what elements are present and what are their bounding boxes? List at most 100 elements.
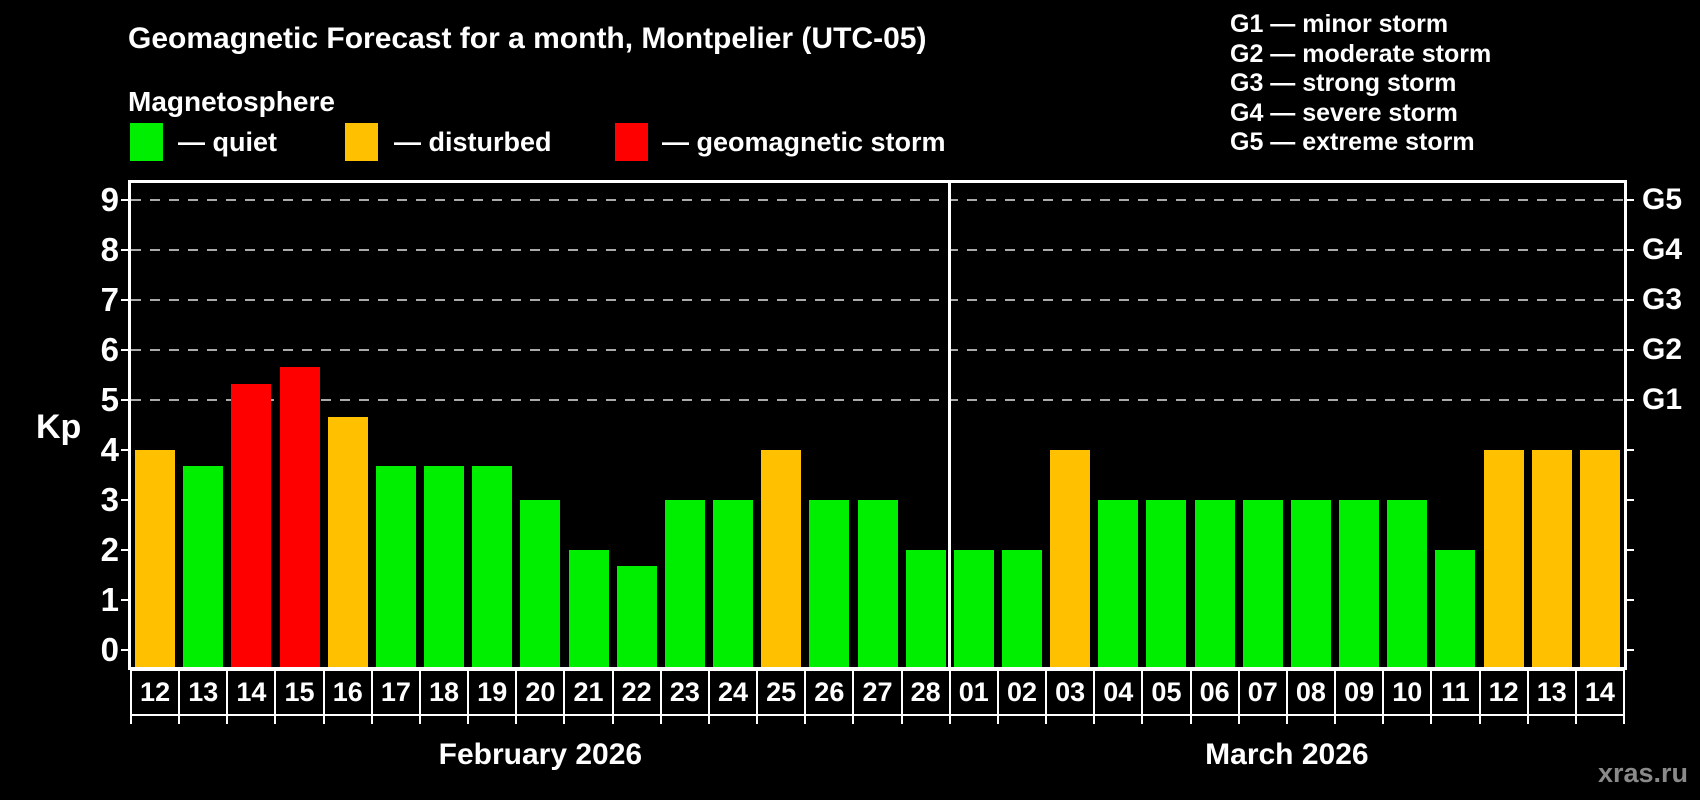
g-axis-label-g4: G4 — [1642, 233, 1683, 267]
day-label-mar-08: 08 — [1285, 669, 1337, 716]
day-axis-subtick — [1382, 716, 1385, 724]
gridline-kp7 — [131, 299, 1624, 302]
day-axis-subtick — [1430, 716, 1433, 724]
y-axis-tick-left-8 — [121, 249, 131, 252]
y-tick-label-3: 3 — [100, 480, 119, 518]
g-scale-legend-line-g1: G1 — minor storm — [1230, 10, 1449, 38]
day-axis-subtick — [130, 716, 132, 724]
kp-bar-feb-23 — [664, 499, 705, 667]
g-scale-legend-line-g4: G4 — severe storm — [1230, 98, 1458, 127]
g-axis-label-g5: G5 — [1642, 183, 1683, 217]
kp-bar-mar-12 — [1483, 449, 1524, 667]
day-label-feb-22: 22 — [611, 669, 662, 716]
g-axis-label-g2: G2 — [1642, 333, 1683, 367]
day-label-feb-23: 23 — [659, 669, 710, 716]
day-label-feb-12: 12 — [130, 669, 181, 716]
day-axis-subtick — [804, 716, 807, 724]
day-axis-subtick — [370, 716, 373, 724]
day-axis-subtick — [1189, 716, 1192, 724]
day-axis-subtick — [948, 716, 951, 724]
day-axis-subtick — [274, 716, 277, 724]
day-axis-subtick — [996, 716, 999, 724]
day-label-feb-21: 21 — [563, 669, 614, 716]
kp-bar-feb-13 — [183, 466, 224, 667]
y-axis-tick-left-9 — [121, 199, 131, 202]
day-axis-subtick — [1334, 716, 1337, 724]
day-label-mar-11: 11 — [1430, 669, 1481, 716]
kp-bar-mar-01 — [953, 549, 994, 667]
legend-label-quiet: — quiet — [178, 127, 277, 157]
kp-bar-feb-24 — [713, 499, 754, 667]
y-axis-label-kp: Kp — [36, 408, 82, 446]
y-axis-tick-left-4 — [121, 448, 131, 451]
day-label-feb-25: 25 — [756, 669, 807, 716]
gridline-kp5 — [131, 399, 1624, 402]
y-tick-label-4: 4 — [100, 430, 119, 468]
y-axis-tick-left-5 — [121, 399, 131, 402]
kp-bar-mar-07 — [1242, 499, 1283, 667]
day-axis-subtick — [707, 716, 710, 724]
y-tick-label-1: 1 — [100, 580, 119, 618]
day-label-feb-15: 15 — [274, 669, 325, 716]
kp-bar-mar-11 — [1435, 549, 1476, 667]
y-axis-tick-right-7 — [1624, 299, 1634, 302]
g-axis-label-g3: G3 — [1642, 283, 1683, 317]
chart-subtitle: Magnetosphere — [128, 86, 335, 117]
y-axis-tick-left-0 — [121, 648, 131, 651]
kp-bar-feb-17 — [375, 466, 416, 667]
day-label-mar-05: 05 — [1141, 669, 1192, 716]
kp-bar-mar-10 — [1387, 499, 1428, 667]
month-label-february: February 2026 — [438, 738, 643, 771]
day-label-mar-12: 12 — [1478, 669, 1529, 716]
day-label-feb-13: 13 — [178, 669, 229, 716]
day-label-feb-16: 16 — [322, 669, 373, 716]
day-axis-subtick — [852, 716, 855, 724]
day-axis-subtick — [1478, 716, 1481, 724]
watermark: xras.ru — [1597, 758, 1688, 788]
day-axis-subtick — [1285, 716, 1288, 724]
day-axis-subtick — [322, 716, 325, 724]
day-label-mar-13: 13 — [1526, 669, 1577, 716]
kp-bar-feb-20 — [520, 499, 561, 667]
y-axis-tick-right-4 — [1624, 448, 1634, 451]
y-axis-tick-left-1 — [121, 598, 131, 601]
day-axis-subtick — [1574, 716, 1577, 724]
kp-bar-feb-26 — [809, 499, 850, 667]
y-axis-tick-right-9 — [1624, 199, 1634, 202]
day-axis-subtick — [418, 716, 421, 724]
y-axis-tick-right-5 — [1624, 399, 1634, 402]
day-axis-subtick — [611, 716, 614, 724]
legend-swatch-quiet-icon — [130, 123, 163, 161]
y-axis-tick-left-7 — [121, 299, 131, 302]
kp-bar-mar-05 — [1146, 499, 1187, 667]
kp-bar-feb-14 — [231, 383, 272, 667]
day-axis-subtick — [900, 716, 903, 724]
gridline-kp9 — [131, 199, 1624, 202]
gridline-kp6 — [131, 349, 1624, 352]
kp-bar-feb-25 — [761, 449, 802, 667]
day-axis-subtick — [659, 716, 662, 724]
kp-bar-feb-21 — [568, 549, 609, 667]
kp-bar-feb-27 — [857, 499, 898, 667]
day-axis-subtick — [178, 716, 181, 724]
day-label-mar-10: 10 — [1382, 669, 1433, 716]
day-label-mar-06: 06 — [1189, 669, 1240, 716]
kp-bar-feb-28 — [905, 549, 946, 667]
day-label-feb-26: 26 — [804, 669, 855, 716]
kp-bar-mar-04 — [1098, 499, 1139, 667]
day-axis-subtick — [756, 716, 759, 724]
day-label-feb-28: 28 — [900, 669, 951, 716]
kp-bar-mar-02 — [1001, 549, 1042, 667]
day-label-mar-07: 07 — [1237, 669, 1288, 716]
y-axis-tick-right-3 — [1624, 498, 1634, 501]
kp-bar-feb-15 — [279, 366, 320, 667]
g-scale-legend-line-g5: G5 — extreme storm — [1230, 128, 1475, 157]
y-tick-label-9: 9 — [100, 181, 119, 219]
kp-bar-mar-14 — [1579, 449, 1620, 667]
y-tick-label-0: 0 — [100, 630, 119, 668]
y-axis-tick-right-2 — [1624, 548, 1634, 551]
kp-bar-mar-06 — [1194, 499, 1235, 667]
kp-bar-feb-12 — [135, 449, 176, 667]
kp-bar-feb-18 — [424, 466, 465, 667]
